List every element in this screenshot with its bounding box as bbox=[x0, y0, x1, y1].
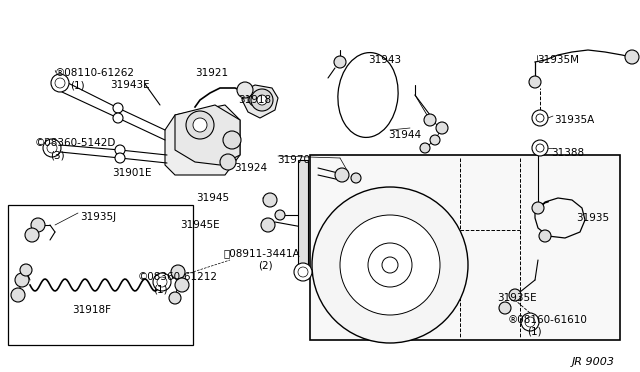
Circle shape bbox=[351, 173, 361, 183]
Text: 31945E: 31945E bbox=[180, 220, 220, 230]
Text: 31388: 31388 bbox=[551, 148, 584, 158]
Text: ®08110-61262: ®08110-61262 bbox=[55, 68, 135, 78]
Circle shape bbox=[20, 264, 32, 276]
Circle shape bbox=[193, 118, 207, 132]
Circle shape bbox=[499, 302, 511, 314]
Circle shape bbox=[532, 140, 548, 156]
Circle shape bbox=[529, 76, 541, 88]
Bar bbox=[310, 155, 620, 340]
Text: (1): (1) bbox=[527, 327, 541, 337]
Circle shape bbox=[430, 135, 440, 145]
Circle shape bbox=[525, 317, 535, 327]
Polygon shape bbox=[175, 105, 240, 165]
Circle shape bbox=[521, 313, 539, 331]
Polygon shape bbox=[242, 85, 278, 118]
Text: 31935M: 31935M bbox=[537, 55, 579, 65]
Circle shape bbox=[257, 95, 267, 105]
Circle shape bbox=[15, 273, 29, 287]
Circle shape bbox=[51, 74, 69, 92]
Text: 31944: 31944 bbox=[388, 130, 421, 140]
Text: (1): (1) bbox=[153, 284, 168, 294]
Circle shape bbox=[251, 89, 273, 111]
Circle shape bbox=[509, 289, 521, 301]
Text: (1): (1) bbox=[70, 80, 84, 90]
Text: ©08360-61212: ©08360-61212 bbox=[138, 272, 218, 282]
Circle shape bbox=[153, 273, 171, 291]
Text: 31901E: 31901E bbox=[112, 168, 152, 178]
Text: 31935E: 31935E bbox=[497, 293, 536, 303]
Circle shape bbox=[625, 50, 639, 64]
Circle shape bbox=[294, 263, 312, 281]
Polygon shape bbox=[298, 160, 308, 270]
Circle shape bbox=[335, 168, 349, 182]
Circle shape bbox=[275, 210, 285, 220]
Circle shape bbox=[536, 114, 544, 122]
Circle shape bbox=[263, 193, 277, 207]
Circle shape bbox=[382, 257, 398, 273]
Circle shape bbox=[175, 278, 189, 292]
Text: ©08360-5142D: ©08360-5142D bbox=[35, 138, 116, 148]
Circle shape bbox=[220, 154, 236, 170]
Circle shape bbox=[368, 243, 412, 287]
Text: 31935A: 31935A bbox=[554, 115, 595, 125]
Text: 31945: 31945 bbox=[196, 193, 229, 203]
Circle shape bbox=[237, 82, 253, 98]
Circle shape bbox=[340, 215, 440, 315]
Circle shape bbox=[261, 218, 275, 232]
Circle shape bbox=[31, 218, 45, 232]
Circle shape bbox=[43, 139, 61, 157]
Circle shape bbox=[55, 78, 65, 88]
Text: 31921: 31921 bbox=[195, 68, 228, 78]
Circle shape bbox=[115, 153, 125, 163]
Circle shape bbox=[171, 265, 185, 279]
Circle shape bbox=[47, 143, 57, 153]
Circle shape bbox=[223, 131, 241, 149]
Circle shape bbox=[157, 277, 167, 287]
Text: 31935J: 31935J bbox=[80, 212, 116, 222]
Text: 31970: 31970 bbox=[277, 155, 310, 165]
Circle shape bbox=[539, 230, 551, 242]
Circle shape bbox=[25, 228, 39, 242]
Circle shape bbox=[532, 110, 548, 126]
Text: 31918F: 31918F bbox=[72, 305, 111, 315]
Circle shape bbox=[436, 122, 448, 134]
Text: 31935: 31935 bbox=[576, 213, 609, 223]
Circle shape bbox=[113, 113, 123, 123]
Circle shape bbox=[186, 111, 214, 139]
Circle shape bbox=[298, 267, 308, 277]
Text: ⓝ08911-3441A: ⓝ08911-3441A bbox=[224, 248, 301, 258]
Text: ®08160-61610: ®08160-61610 bbox=[508, 315, 588, 325]
Circle shape bbox=[334, 56, 346, 68]
Circle shape bbox=[115, 145, 125, 155]
Circle shape bbox=[249, 94, 261, 106]
Circle shape bbox=[11, 288, 25, 302]
Text: 31918: 31918 bbox=[238, 95, 271, 105]
Circle shape bbox=[113, 103, 123, 113]
Circle shape bbox=[312, 187, 468, 343]
Text: 31943: 31943 bbox=[368, 55, 401, 65]
Text: 31924: 31924 bbox=[234, 163, 267, 173]
Circle shape bbox=[532, 202, 544, 214]
Circle shape bbox=[424, 114, 436, 126]
Circle shape bbox=[169, 292, 181, 304]
Text: (3): (3) bbox=[50, 150, 65, 160]
Bar bbox=[8, 205, 193, 345]
Text: JR 9003: JR 9003 bbox=[572, 357, 615, 367]
Circle shape bbox=[420, 143, 430, 153]
Polygon shape bbox=[165, 105, 240, 175]
Text: (2): (2) bbox=[258, 260, 273, 270]
Circle shape bbox=[536, 144, 544, 152]
Text: 31943E: 31943E bbox=[110, 80, 150, 90]
